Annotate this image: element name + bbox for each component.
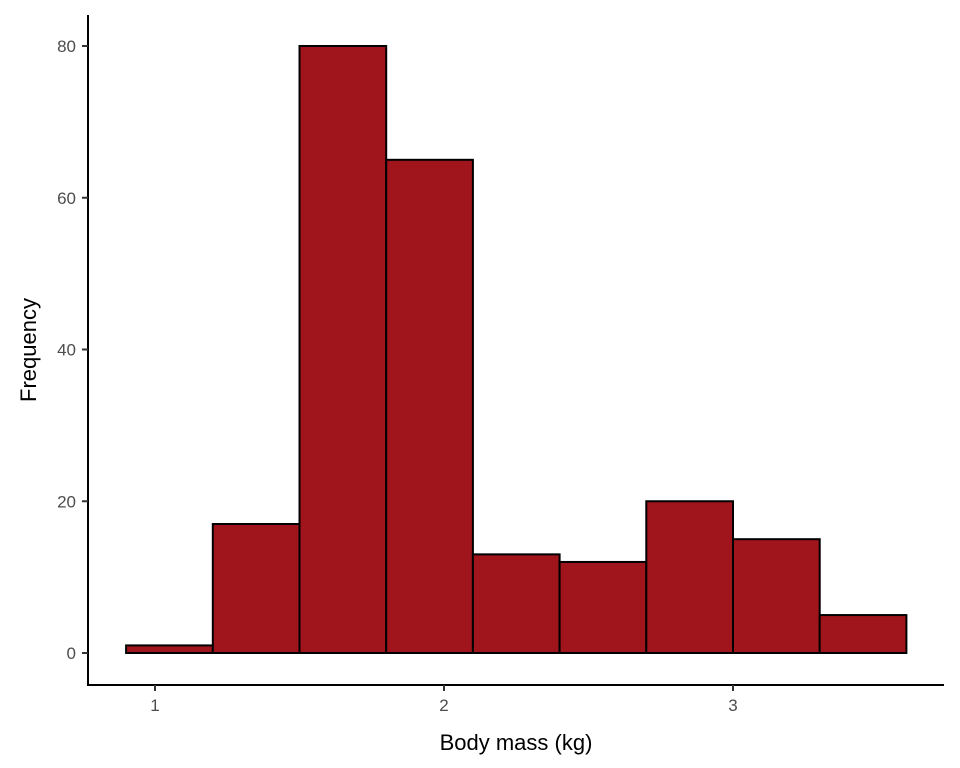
y-tick-label: 60 [57, 189, 76, 208]
x-axis-title: Body mass (kg) [440, 730, 593, 755]
y-tick-label: 40 [57, 341, 76, 360]
x-tick-label: 3 [728, 696, 737, 715]
histogram-bar [471, 553, 561, 654]
x-tick-label: 2 [439, 696, 448, 715]
bars [125, 45, 908, 655]
histogram-bar [645, 500, 734, 654]
histogram-bar [298, 45, 388, 654]
histogram-bar [125, 644, 214, 654]
y-axis-title: Frequency [16, 298, 41, 402]
y-tick-label: 20 [57, 492, 76, 511]
histogram-bar [818, 614, 908, 654]
y-ticks: 0 20 40 60 80 [57, 37, 88, 663]
y-tick-label: 80 [57, 37, 76, 56]
histogram-bar [558, 560, 648, 655]
x-ticks: 1 2 3 [150, 685, 738, 715]
histogram-bar [385, 158, 474, 654]
y-tick-label: 0 [67, 644, 76, 663]
histogram-bar [211, 523, 301, 655]
histogram-bar [732, 538, 821, 654]
x-tick-label: 1 [150, 696, 159, 715]
